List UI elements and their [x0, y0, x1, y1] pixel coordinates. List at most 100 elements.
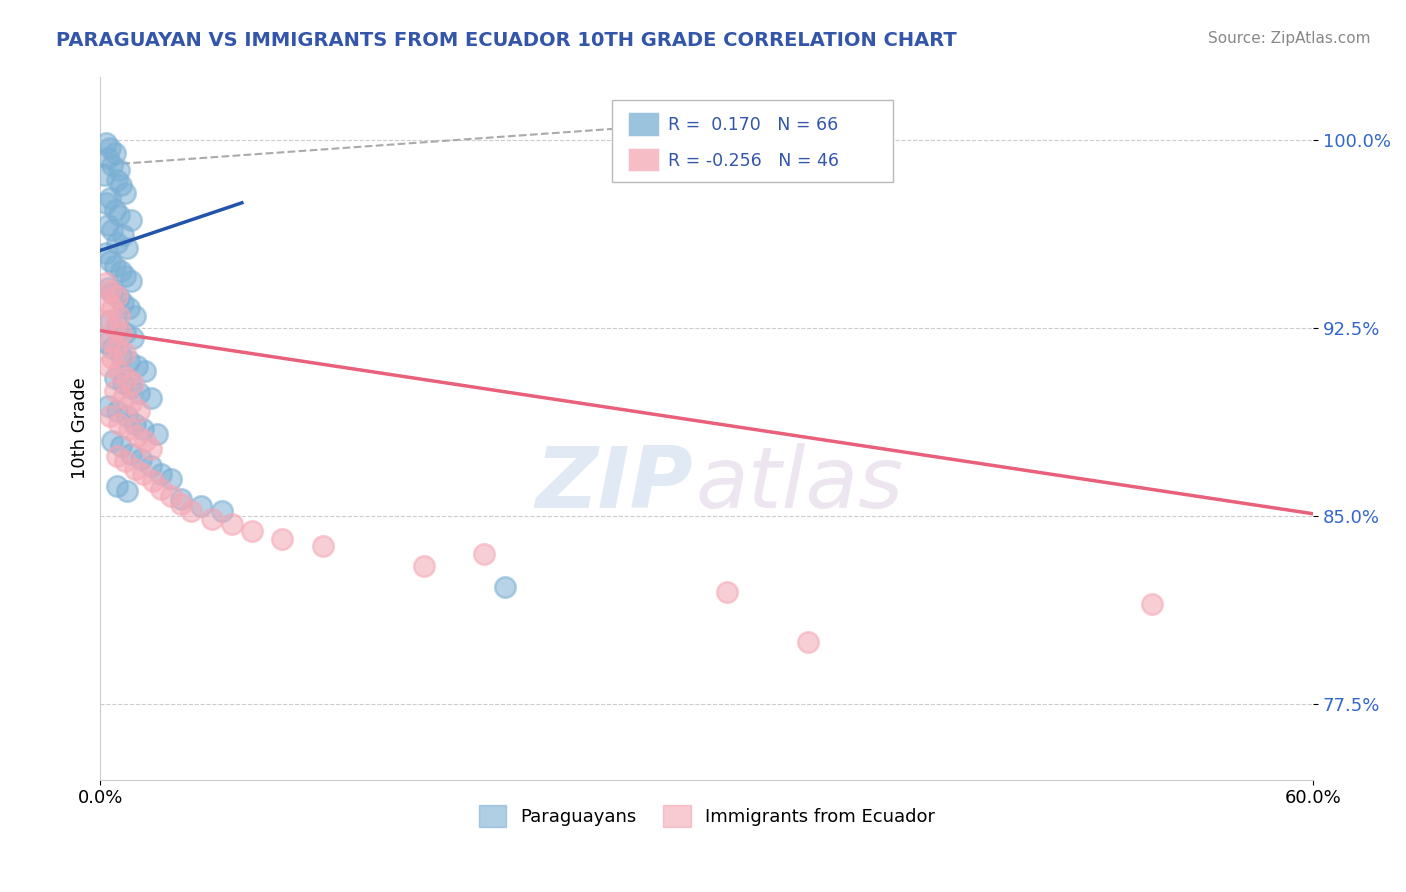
Point	[101, 158, 124, 172]
Point	[1140, 597, 1163, 611]
Text: R =  0.170   N = 66: R = 0.170 N = 66	[668, 116, 838, 134]
Point	[107, 309, 129, 323]
Point	[103, 145, 125, 160]
Point	[105, 235, 128, 250]
Point	[97, 151, 120, 165]
Point	[105, 339, 128, 353]
Point	[150, 482, 173, 496]
Point	[474, 547, 496, 561]
Point	[96, 246, 118, 260]
Point	[115, 371, 138, 385]
Point	[139, 442, 162, 456]
Point	[110, 178, 132, 193]
Point	[134, 364, 156, 378]
Point	[105, 404, 128, 418]
Point	[96, 136, 118, 150]
Point	[118, 301, 141, 315]
Point	[96, 336, 118, 351]
Point	[125, 429, 148, 443]
Point	[100, 334, 122, 348]
Point	[101, 286, 124, 301]
Point	[170, 497, 193, 511]
Point	[128, 404, 150, 418]
Point	[271, 532, 294, 546]
Point	[111, 392, 134, 406]
Point	[110, 326, 132, 341]
Point	[125, 359, 148, 373]
Point	[200, 512, 222, 526]
Point	[107, 364, 129, 378]
Text: atlas: atlas	[695, 443, 903, 526]
Point	[105, 479, 128, 493]
Point	[103, 321, 125, 335]
Point	[96, 276, 118, 290]
Point	[101, 341, 124, 355]
Point	[103, 384, 125, 398]
Point	[132, 467, 155, 481]
Point	[97, 281, 120, 295]
Point	[132, 421, 155, 435]
Point	[105, 318, 128, 333]
Point	[96, 195, 118, 210]
Point	[118, 421, 141, 435]
Point	[107, 417, 129, 431]
Point	[115, 409, 138, 423]
Point	[111, 376, 134, 391]
Text: R = -0.256   N = 46: R = -0.256 N = 46	[668, 152, 839, 169]
Point	[170, 491, 193, 506]
Point	[97, 296, 120, 310]
Point	[114, 186, 136, 200]
Point	[120, 381, 142, 395]
Text: Source: ZipAtlas.com: Source: ZipAtlas.com	[1208, 31, 1371, 46]
Point	[103, 371, 125, 385]
Point	[114, 268, 136, 283]
Point	[139, 459, 162, 474]
Point	[121, 331, 143, 345]
Point	[124, 461, 146, 475]
Point	[128, 386, 150, 401]
Point	[124, 309, 146, 323]
Point	[134, 434, 156, 448]
Point	[107, 163, 129, 178]
Point	[100, 314, 122, 328]
Point	[101, 434, 124, 448]
Point	[190, 500, 212, 514]
Point	[211, 504, 233, 518]
Point	[105, 449, 128, 463]
Point	[101, 301, 124, 315]
Point	[120, 274, 142, 288]
Point	[96, 314, 118, 328]
Point	[101, 223, 124, 237]
Point	[797, 634, 820, 648]
Point	[118, 354, 141, 368]
Point	[124, 417, 146, 431]
Point	[110, 439, 132, 453]
Point	[115, 484, 138, 499]
Point	[105, 288, 128, 302]
Point	[100, 409, 122, 423]
Point	[120, 396, 142, 410]
Point	[110, 263, 132, 277]
Point	[101, 351, 124, 366]
Point	[494, 580, 516, 594]
Point	[111, 296, 134, 310]
Point	[240, 524, 263, 539]
Point	[103, 259, 125, 273]
Point	[142, 474, 165, 488]
Point	[97, 399, 120, 413]
Point	[100, 191, 122, 205]
Point	[160, 472, 183, 486]
Point	[111, 228, 134, 243]
Point	[120, 213, 142, 227]
Text: PARAGUAYAN VS IMMIGRANTS FROM ECUADOR 10TH GRADE CORRELATION CHART: PARAGUAYAN VS IMMIGRANTS FROM ECUADOR 10…	[56, 31, 957, 50]
Y-axis label: 10th Grade: 10th Grade	[72, 377, 89, 479]
Point	[100, 284, 122, 298]
Text: ZIP: ZIP	[534, 443, 692, 526]
Point	[160, 489, 183, 503]
Point	[97, 219, 120, 233]
Point	[139, 392, 162, 406]
Point	[100, 253, 122, 268]
Point	[312, 540, 335, 554]
Point	[150, 467, 173, 481]
Point	[107, 291, 129, 305]
